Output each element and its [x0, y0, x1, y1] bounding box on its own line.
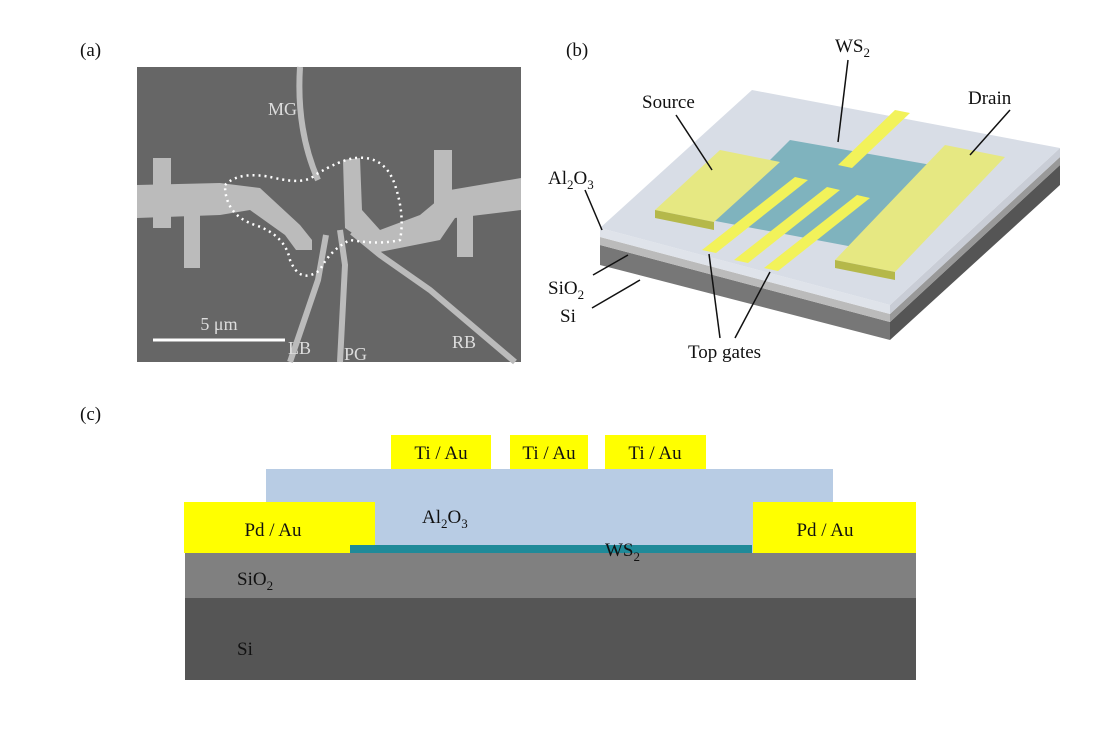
gate-label: Ti / Au [628, 443, 682, 464]
gate-line [350, 229, 517, 365]
text: SiO [237, 569, 267, 590]
ti-au-gate [605, 435, 706, 469]
arrow [708, 253, 721, 339]
cross-section: Ti / Au Ti / Au Ti / Au Pd / Au Pd / Au … [184, 435, 916, 680]
si-layer [185, 598, 916, 680]
gate [838, 110, 910, 168]
layer-label: SiO2 [237, 569, 273, 593]
sio2-front [600, 237, 890, 322]
si-front [600, 245, 890, 340]
gate-label: Ti / Au [414, 443, 468, 464]
gate-line [337, 229, 349, 363]
subscript: 2 [567, 177, 574, 192]
subscript: 2 [864, 45, 871, 60]
arrow [969, 109, 1011, 156]
scale-bar-label: 5 μm [200, 314, 237, 334]
electrode [296, 66, 321, 182]
electrode-label: PG [344, 344, 367, 364]
text: WS [605, 540, 634, 561]
subscript: 2 [267, 578, 274, 593]
sio2-side [890, 157, 1060, 322]
text: Al [422, 507, 441, 528]
contact-label: Pd / Au [796, 520, 854, 541]
drain-side [835, 260, 895, 280]
layer-label: Si [560, 306, 576, 327]
sio2-layer [185, 553, 916, 598]
layer-label: SiO2 [548, 278, 584, 302]
text: O [448, 507, 462, 528]
source-side [655, 210, 714, 230]
arrow [675, 114, 713, 171]
text: O [574, 168, 588, 189]
panel-label: (c) [80, 404, 101, 425]
layer-label: WS2 [605, 540, 640, 564]
arrow [591, 279, 641, 309]
layer-label: Al2O3 [548, 168, 594, 192]
arrow [837, 59, 849, 143]
electrode [137, 183, 312, 250]
gate-label: Ti / Au [522, 443, 576, 464]
drain-top [835, 145, 1005, 272]
device-3d: WS2 Source Drain Al2O3 SiO2 Si Top gates [548, 36, 1060, 363]
electrode-label: MG [268, 99, 297, 119]
gate [764, 195, 870, 271]
subscript: 3 [461, 516, 468, 531]
contact-label: Pd / Au [244, 520, 302, 541]
ti-au-gate [391, 435, 491, 469]
electrode [184, 200, 200, 268]
pd-au-contact [753, 502, 916, 553]
ti-au-gate [510, 435, 588, 469]
text: Al [548, 168, 567, 189]
electrode [457, 205, 473, 257]
panel-label: (b) [566, 40, 588, 61]
arrow [592, 254, 629, 276]
subscript: 3 [587, 177, 594, 192]
sem-image: 5 μm MG LB PG RB [137, 66, 521, 365]
layer-label: WS2 [835, 36, 870, 60]
subscript: 2 [578, 287, 585, 302]
panel-label: (a) [80, 40, 101, 61]
gate [702, 177, 808, 253]
ws2-layer [350, 545, 752, 553]
drain-label: Drain [968, 88, 1012, 109]
al2o3-side [890, 148, 1060, 314]
dotted-outline [223, 156, 403, 277]
top-gates-label: Top gates [688, 342, 761, 363]
gate [734, 187, 840, 263]
al2o3-front [600, 228, 890, 314]
subscript: 2 [634, 549, 641, 564]
arrows [584, 59, 1011, 339]
source-top [655, 150, 780, 222]
source-label: Source [642, 92, 695, 113]
arrow [584, 189, 603, 231]
layer-label: Al2O3 [422, 507, 468, 531]
electrode [434, 150, 452, 210]
text: SiO [548, 278, 578, 299]
electrode-label: LB [288, 338, 311, 358]
subscript: 2 [441, 516, 448, 531]
gate-line [287, 234, 329, 363]
electrode [343, 158, 521, 252]
pd-au-contact [184, 502, 375, 553]
layer-label: Si [237, 639, 253, 660]
electrode-label: RB [452, 332, 476, 352]
arrow [734, 271, 771, 339]
electrode [153, 158, 171, 228]
text: WS [835, 36, 864, 57]
si-side [890, 165, 1060, 340]
